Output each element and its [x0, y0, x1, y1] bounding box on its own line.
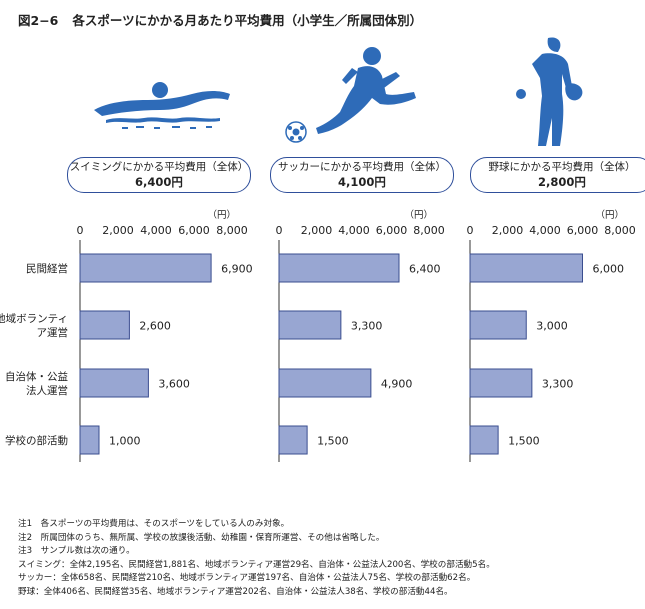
baseball-summary-label: 野球にかかる平均費用（全体）	[488, 161, 636, 173]
note-1: 注1 各スポーツの平均費用は、そのスポーツをしている人のみ対象。	[18, 519, 290, 529]
baseball-summary-value: 2,800円	[538, 175, 586, 189]
soccer-value-label-school: 1,500	[317, 435, 349, 448]
swimming-tick-label: 4,000	[140, 224, 172, 237]
soccer-value-label-volunteer: 3,300	[351, 320, 383, 333]
swimming-summary-label: スイミングにかかる平均費用（全体）	[69, 161, 249, 173]
soccer-bar-volunteer	[278, 310, 342, 340]
baseball-summary-box: 野球にかかる平均費用（全体） 2,800円	[470, 157, 645, 193]
baseball-player-icon	[516, 37, 583, 146]
soccer-bar-school	[278, 425, 308, 455]
baseball-tick-label: 4,000	[529, 224, 561, 237]
soccer-tick-label: 4,000	[338, 224, 370, 237]
baseball-value-label-school: 1,500	[508, 435, 540, 448]
swimming-tick-label: 0	[77, 224, 84, 237]
category-label-school: 学校の部活動	[5, 434, 68, 447]
soccer-tick-label: 2,000	[301, 224, 333, 237]
figure-title-text: 各スポーツにかかる月あたり平均費用（小学生／所属団体別）	[72, 13, 423, 28]
soccer-bar-public	[278, 368, 372, 398]
swimming-tick-label: 2,000	[102, 224, 134, 237]
swimming-bar-volunteer	[79, 310, 130, 340]
soccer-player-icon	[285, 47, 416, 143]
category-label-private: 民間経営	[26, 262, 68, 275]
swimming-tick-label: 6,000	[178, 224, 210, 237]
soccer-value-label-private: 6,400	[409, 263, 441, 276]
note-swimming-samples: スイミング：全体2,195名、民間経営1,881名、地域ボランティア運営29名、…	[18, 559, 495, 570]
swimming-bar-school	[79, 425, 100, 455]
figure-number: 図2−6	[18, 13, 59, 28]
baseball-bar-public	[469, 368, 533, 398]
soccer-tick-label: 0	[276, 224, 283, 237]
soccer-summary-box: サッカーにかかる平均費用（全体） 4,100円	[270, 157, 454, 193]
swimming-tick-label: 8,000	[216, 224, 248, 237]
soccer-value-label-public: 4,900	[381, 378, 413, 391]
baseball-value-label-private: 6,000	[593, 263, 625, 276]
baseball-tick-label: 0	[467, 224, 474, 237]
baseball-tick-label: 8,000	[604, 224, 636, 237]
notes: 注1 各スポーツの平均費用は、そのスポーツをしている人のみ対象。 注2 所属団体…	[18, 518, 495, 600]
swimmer-icon	[94, 82, 230, 129]
swimming-summary-value: 6,400円	[135, 175, 183, 189]
baseball-unit-label: （円）	[595, 209, 624, 221]
swimming-unit-label: （円）	[207, 209, 236, 221]
soccer-bar-private	[278, 253, 400, 283]
baseball-bar-volunteer	[469, 310, 527, 340]
soccer-unit-label: （円）	[404, 209, 433, 221]
note-soccer-samples: サッカー：全体658名、民間経営210名、地域ボランティア運営197名、自治体・…	[18, 573, 476, 584]
baseball-tick-label: 2,000	[492, 224, 524, 237]
category-label-volunteer: 地域ボランティ	[0, 312, 68, 325]
figure-title: 図2−6 各スポーツにかかる月あたり平均費用（小学生／所属団体別）	[18, 10, 422, 29]
category-label-public: 自治体・公益	[5, 370, 68, 383]
soccer-tick-label: 6,000	[376, 224, 408, 237]
baseball-bar-private	[469, 253, 583, 283]
swimming-summary-box: スイミングにかかる平均費用（全体） 6,400円	[67, 157, 251, 193]
category-label-public: 法人運営	[26, 384, 68, 397]
swimming-bar-private	[79, 253, 212, 283]
swimming-value-label-public: 3,600	[158, 378, 190, 391]
swimming-value-label-school: 1,000	[109, 435, 141, 448]
category-label-volunteer: ア運営	[37, 326, 69, 339]
swimming-bar-public	[79, 368, 149, 398]
note-3: 注3 サンプル数は次の通り。	[18, 546, 135, 557]
baseball-value-label-public: 3,300	[542, 378, 574, 391]
note-2: 注2 所属団体のうち、無所属、学校の放課後活動、幼稚園・保育所運営、その他は省略…	[18, 532, 385, 543]
swimming-value-label-volunteer: 2,600	[139, 320, 171, 333]
baseball-value-label-volunteer: 3,000	[536, 320, 568, 333]
soccer-tick-label: 8,000	[413, 224, 445, 237]
soccer-summary-value: 4,100円	[338, 175, 386, 189]
baseball-bar-school	[469, 425, 499, 455]
baseball-tick-label: 6,000	[567, 224, 599, 237]
swimming-value-label-private: 6,900	[221, 263, 253, 276]
note-baseball-samples: 野球：全体406名、民間経営35名、地域ボランティア運営202名、自治体・公益法…	[18, 586, 453, 597]
soccer-summary-label: サッカーにかかる平均費用（全体）	[278, 161, 446, 173]
